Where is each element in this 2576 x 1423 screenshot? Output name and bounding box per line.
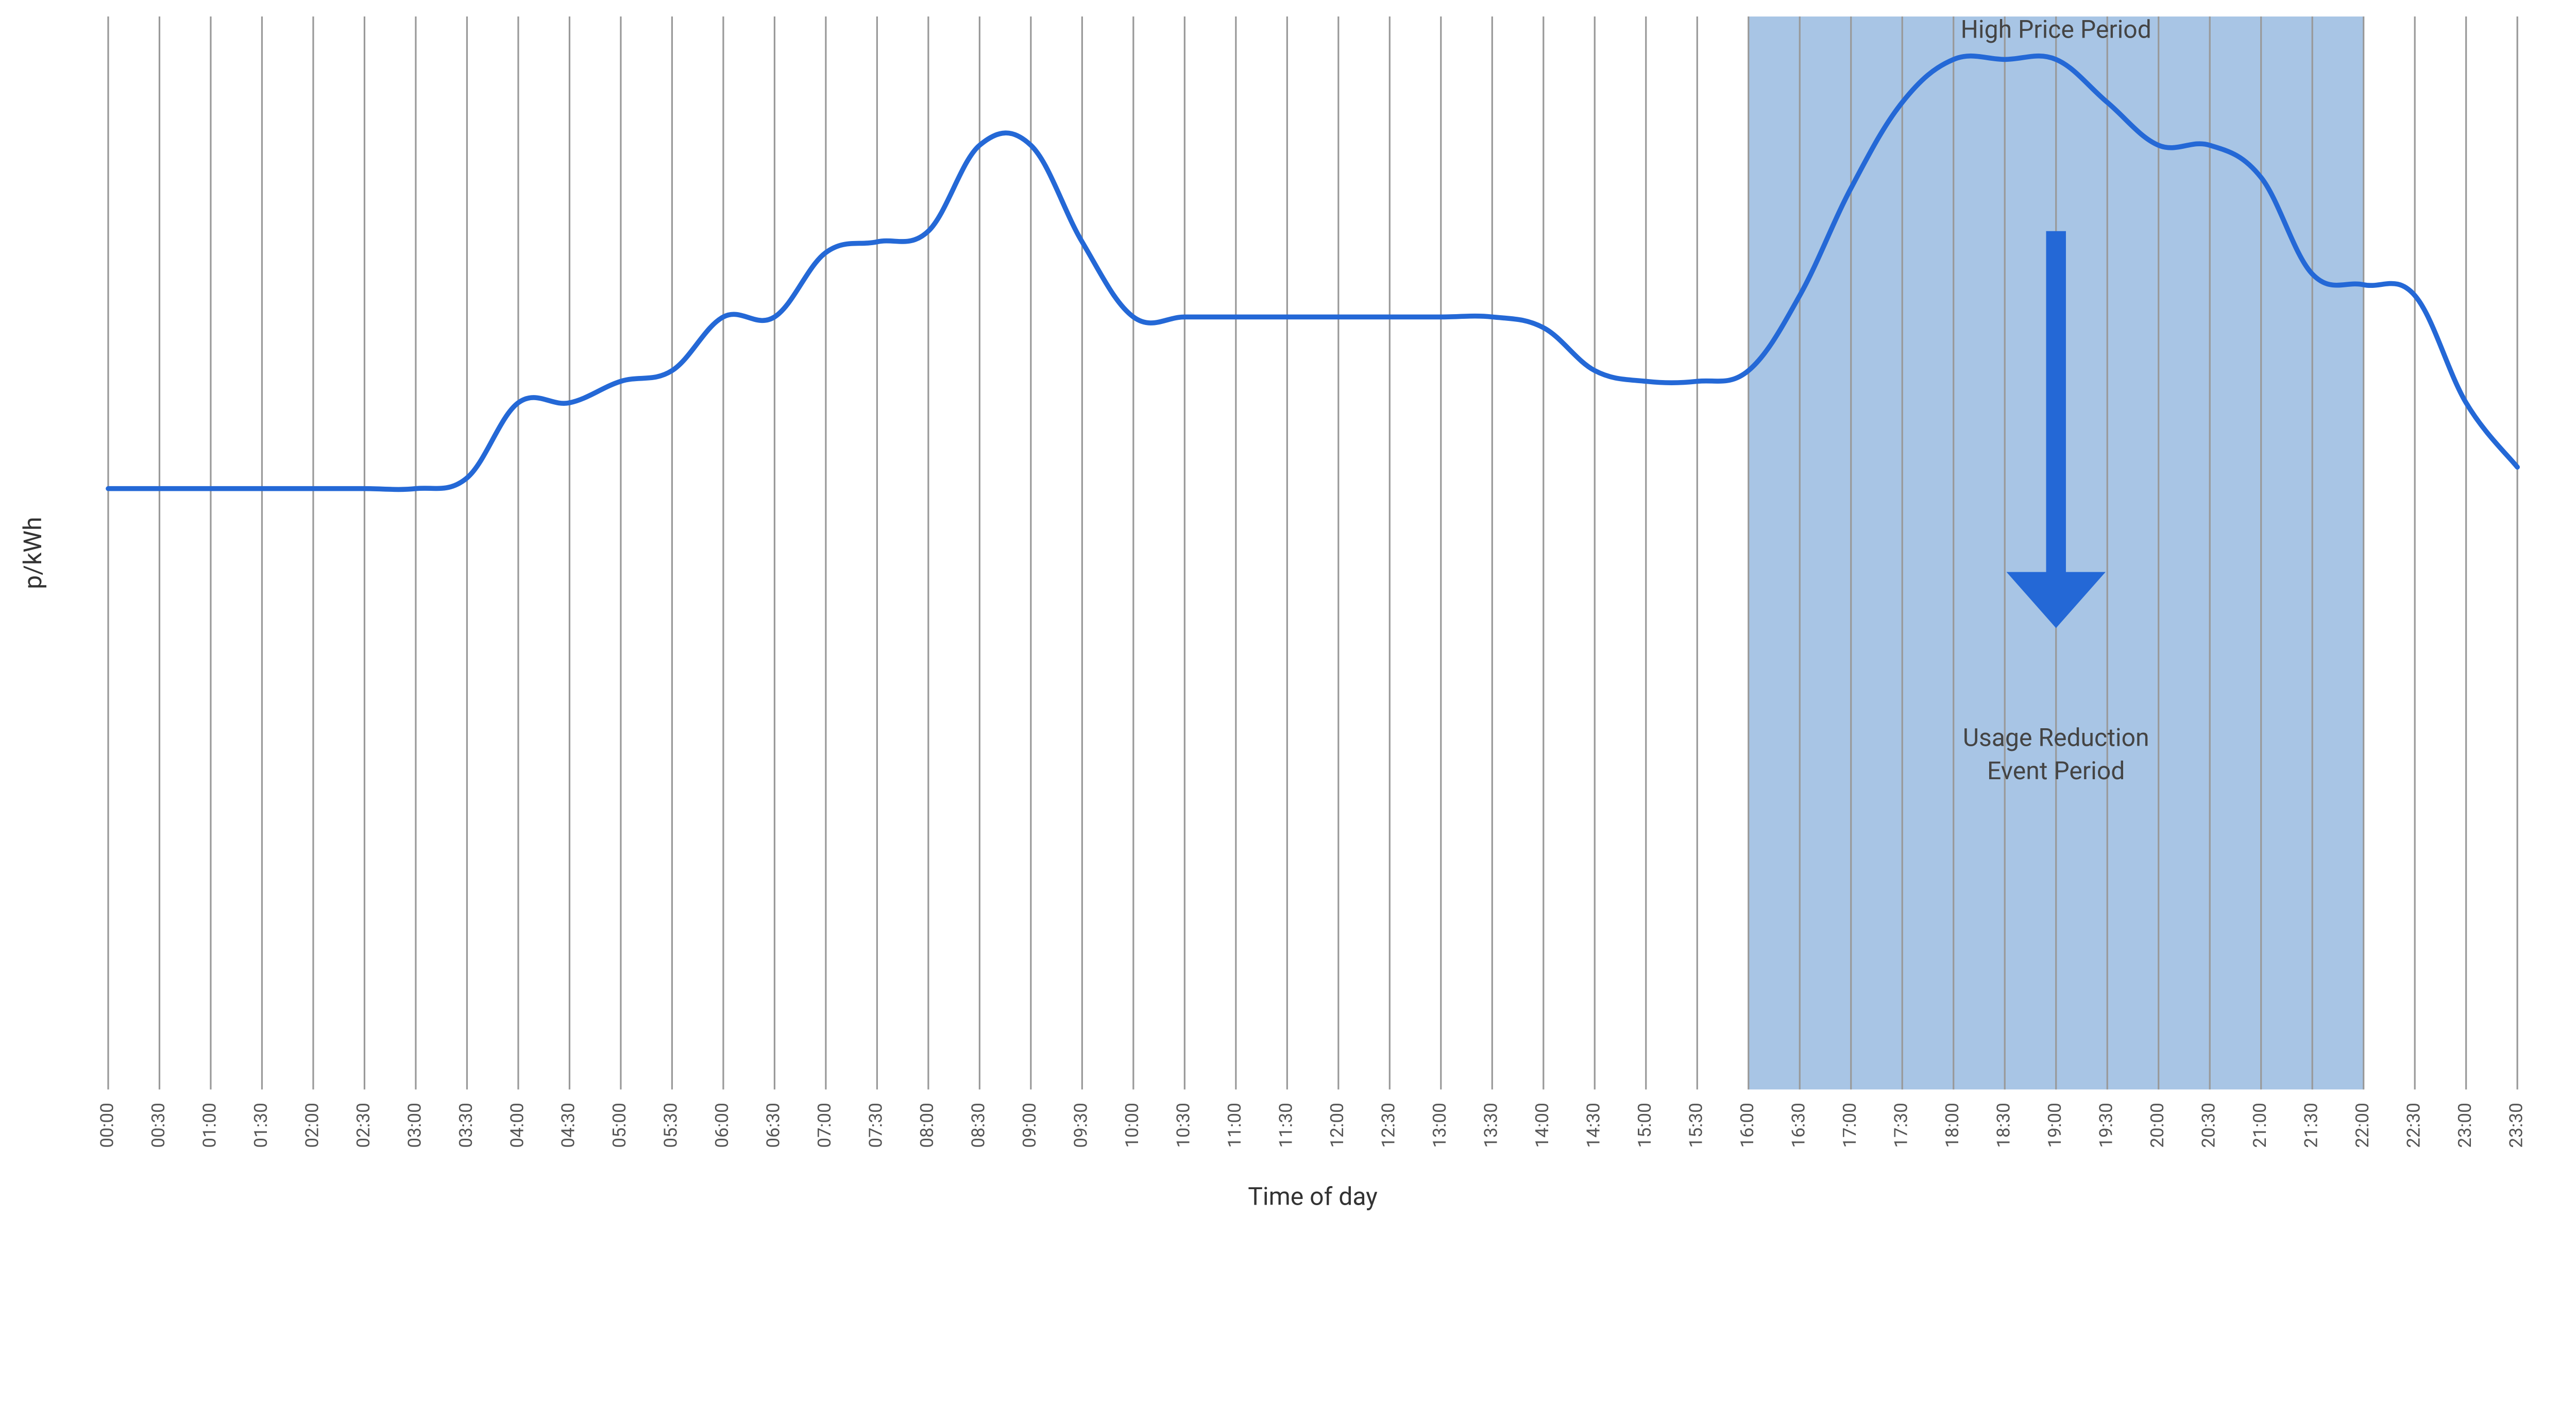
x-tick-label: 14:00 [1531, 1103, 1553, 1148]
x-tick-label: 21:00 [2249, 1103, 2270, 1148]
x-tick-label: 08:30 [968, 1103, 989, 1148]
x-tick-label: 20:30 [2198, 1103, 2219, 1148]
x-tick-label: 02:30 [352, 1103, 374, 1148]
x-tick-label: 17:30 [1890, 1103, 1912, 1148]
x-tick-label: 14:30 [1583, 1103, 1604, 1148]
x-tick-label: 20:00 [2146, 1103, 2168, 1148]
chart-svg: High Price Period Usage Reduction Event Pe… [0, 0, 2576, 1255]
x-tick-label: 18:30 [1993, 1103, 2014, 1148]
x-tick-label: 22:00 [2351, 1103, 2373, 1148]
x-tick-label: 04:30 [557, 1103, 579, 1148]
x-tick-label: 09:00 [1019, 1103, 1040, 1148]
x-tick-label: 12:00 [1326, 1103, 1348, 1148]
usage-reduction-label-line1: Usage Reduction [1963, 723, 2149, 752]
x-tick-label: 15:30 [1685, 1103, 1707, 1148]
x-tick-label: 00:30 [147, 1103, 169, 1148]
x-tick-label: 13:00 [1429, 1103, 1450, 1148]
x-tick-label: 05:30 [660, 1103, 682, 1148]
x-tick-label: 16:00 [1736, 1103, 1758, 1148]
x-tick-label: 10:00 [1121, 1103, 1143, 1148]
x-tick-label: 21:30 [2300, 1103, 2321, 1148]
x-tick-label: 01:00 [198, 1103, 220, 1148]
x-tick-label: 04:00 [506, 1103, 528, 1148]
x-tick-label: 01:30 [250, 1103, 272, 1148]
high-price-label: High Price Period [1961, 15, 2151, 44]
x-tick-label: 16:30 [1788, 1103, 1809, 1148]
x-tick-label: 10:30 [1173, 1103, 1194, 1148]
x-tick-label: 07:30 [865, 1103, 887, 1148]
x-tick-label: 11:30 [1275, 1103, 1297, 1148]
x-tick-label: 03:00 [403, 1103, 425, 1148]
usage-reduction-label-line2: Event Period [1987, 756, 2125, 785]
x-tick-label: 07:00 [814, 1103, 835, 1148]
x-tick-label: 06:30 [762, 1103, 784, 1148]
x-tick-label: 19:00 [2044, 1103, 2065, 1148]
x-tick-label: 09:30 [1070, 1103, 1092, 1148]
x-tick-label: 12:30 [1378, 1103, 1399, 1148]
x-tick-label: 22:30 [2402, 1103, 2424, 1148]
x-tick-label: 03:30 [455, 1103, 477, 1148]
y-axis-label: p/kWh [18, 517, 47, 589]
x-tick-label: 23:30 [2505, 1103, 2527, 1148]
price-chart: High Price Period Usage Reduction Event Pe… [0, 0, 2576, 1255]
x-axis-label: Time of day [1248, 1182, 1378, 1211]
x-tick-label: 18:00 [1941, 1103, 1963, 1148]
x-tick-label: 02:00 [301, 1103, 323, 1148]
x-tick-label: 17:00 [1839, 1103, 1860, 1148]
x-tick-label: 05:00 [608, 1103, 630, 1148]
x-tick-label: 13:30 [1480, 1103, 1502, 1148]
x-tick-label: 06:00 [711, 1103, 733, 1148]
x-tick-label: 00:00 [96, 1103, 117, 1148]
x-tick-label: 08:00 [916, 1103, 938, 1148]
x-tick-label: 23:00 [2454, 1103, 2476, 1148]
x-tick-label: 15:00 [1634, 1103, 1655, 1148]
x-tick-label: 11:00 [1224, 1103, 1245, 1148]
x-tick-label: 19:30 [2095, 1103, 2117, 1148]
